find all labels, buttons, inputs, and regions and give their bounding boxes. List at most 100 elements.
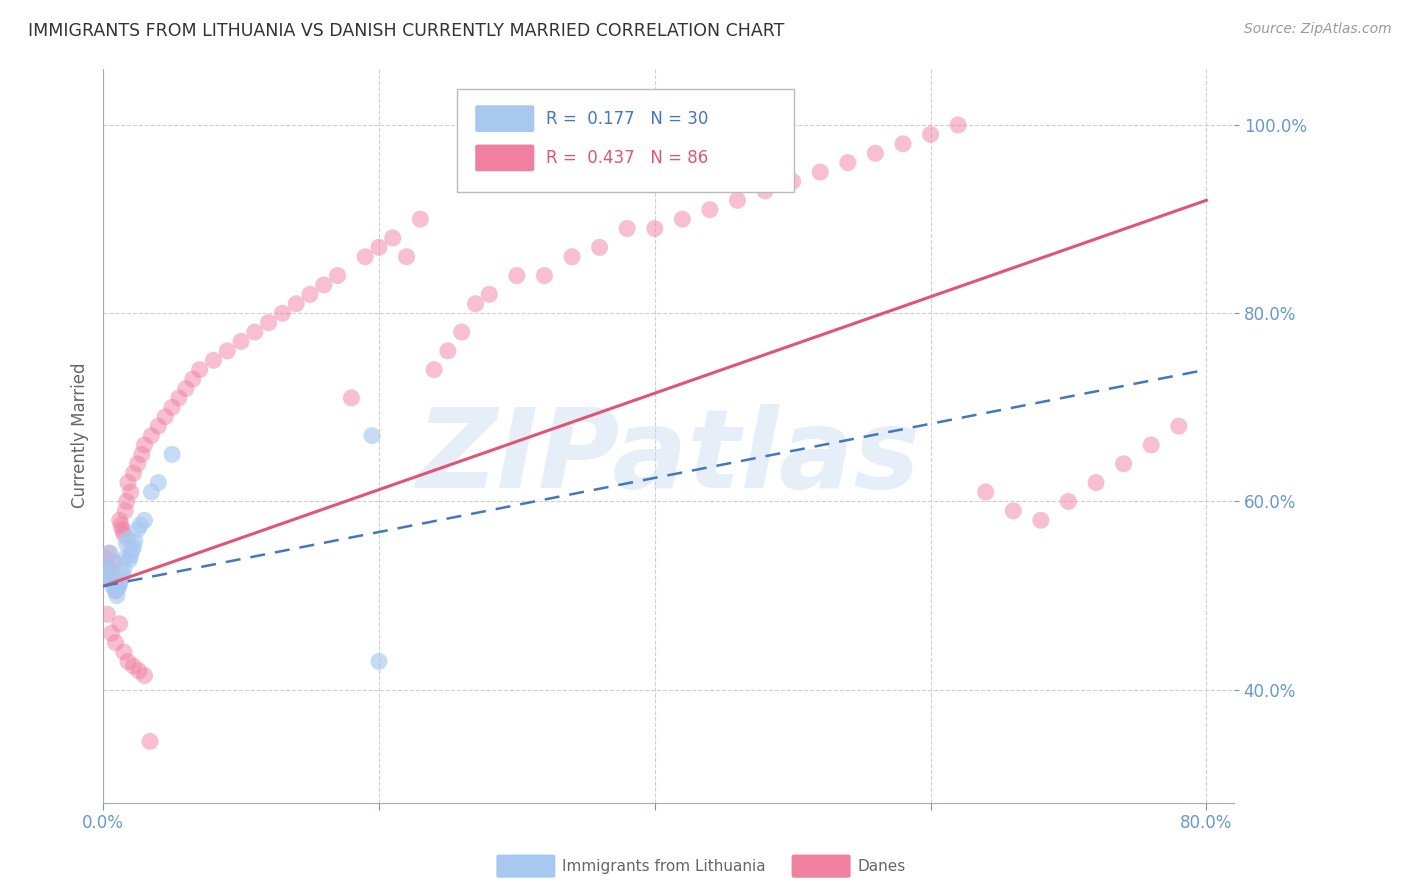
Point — [1167, 419, 1189, 434]
Point — [354, 250, 377, 264]
Point — [114, 550, 136, 565]
Point — [101, 574, 124, 589]
Point — [121, 543, 143, 558]
Point — [1002, 504, 1025, 518]
Point — [117, 475, 139, 490]
Point — [97, 546, 120, 560]
Point — [229, 334, 252, 349]
Point — [107, 577, 129, 591]
Point — [326, 268, 349, 283]
Point — [122, 466, 145, 480]
Point — [561, 250, 583, 264]
Point — [506, 268, 529, 283]
Point — [160, 401, 183, 415]
Point — [271, 306, 294, 320]
Point — [100, 626, 122, 640]
Y-axis label: Currently Married: Currently Married — [72, 363, 89, 508]
Point — [865, 146, 887, 161]
Point — [699, 202, 721, 217]
Point — [782, 174, 804, 188]
Point — [115, 537, 138, 551]
Point — [160, 447, 183, 461]
Point — [423, 362, 446, 376]
Point — [837, 155, 859, 169]
Point — [127, 457, 149, 471]
Point — [107, 581, 129, 595]
Point — [114, 504, 136, 518]
Point — [368, 655, 391, 669]
Point — [97, 570, 120, 584]
Point — [340, 391, 363, 405]
Point — [217, 343, 239, 358]
Point — [368, 240, 391, 254]
Point — [243, 325, 266, 339]
Point — [148, 419, 170, 434]
Point — [450, 325, 472, 339]
Point — [129, 518, 152, 533]
Point — [115, 494, 138, 508]
Point — [108, 513, 131, 527]
Point — [128, 664, 150, 678]
Point — [174, 382, 197, 396]
Point — [141, 428, 163, 442]
Point — [105, 579, 128, 593]
Point — [110, 572, 132, 586]
Point — [120, 485, 142, 500]
Point — [1085, 475, 1108, 490]
Point — [103, 556, 125, 570]
Point — [98, 570, 121, 584]
Point — [285, 297, 308, 311]
Point — [96, 565, 118, 579]
Point — [644, 221, 666, 235]
Point — [96, 560, 118, 574]
Point — [381, 231, 404, 245]
Point — [134, 668, 156, 682]
Point — [120, 549, 142, 563]
Point — [104, 635, 127, 649]
Point — [808, 165, 831, 179]
Point — [118, 553, 141, 567]
Point — [478, 287, 501, 301]
Text: Danes: Danes — [858, 859, 905, 873]
Point — [153, 409, 176, 424]
Point — [1057, 494, 1080, 508]
Point — [298, 287, 321, 301]
Point — [409, 212, 432, 227]
Point — [112, 562, 135, 576]
Point — [754, 184, 776, 198]
Point — [1112, 457, 1135, 471]
Text: R =  0.437   N = 86: R = 0.437 N = 86 — [546, 149, 707, 167]
Text: R =  0.177   N = 30: R = 0.177 N = 30 — [546, 110, 707, 128]
Point — [104, 583, 127, 598]
Point — [96, 607, 118, 622]
Point — [148, 475, 170, 490]
Point — [395, 250, 418, 264]
Point — [124, 533, 146, 548]
Point — [103, 556, 125, 570]
Point — [257, 316, 280, 330]
Point — [139, 734, 162, 748]
Point — [181, 372, 204, 386]
Text: Source: ZipAtlas.com: Source: ZipAtlas.com — [1244, 22, 1392, 37]
Point — [134, 513, 156, 527]
Point — [104, 583, 127, 598]
Point — [101, 579, 124, 593]
Point — [134, 438, 156, 452]
Point — [946, 118, 969, 132]
Point — [361, 428, 384, 442]
Point — [202, 353, 225, 368]
Point — [127, 523, 149, 537]
Point — [112, 527, 135, 541]
Text: Immigrants from Lithuania: Immigrants from Lithuania — [562, 859, 766, 873]
Point — [920, 128, 942, 142]
Point — [131, 447, 153, 461]
Point — [1029, 513, 1052, 527]
Point — [117, 532, 139, 546]
Point — [437, 343, 460, 358]
Point — [616, 221, 638, 235]
Point — [94, 550, 117, 565]
Point — [111, 567, 134, 582]
Point — [100, 574, 122, 589]
Point — [122, 540, 145, 554]
Point — [110, 518, 132, 533]
